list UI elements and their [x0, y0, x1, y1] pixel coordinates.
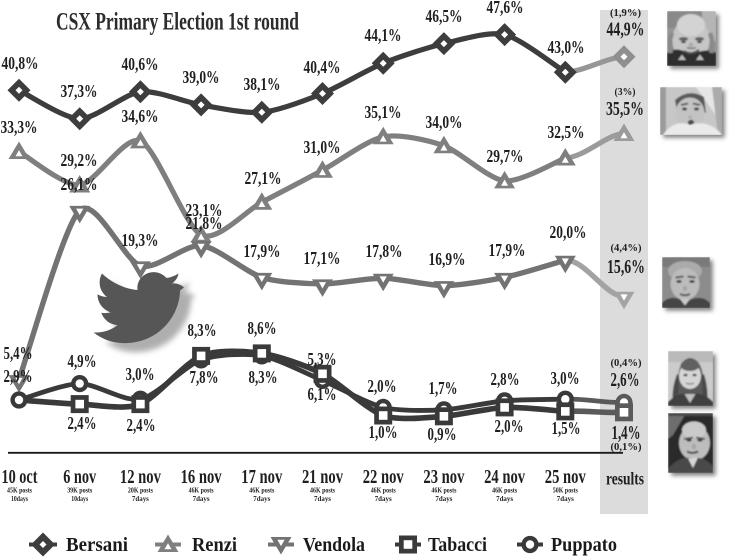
svg-text:7days: 7days — [435, 494, 452, 503]
svg-text:40,6%: 40,6% — [122, 54, 159, 74]
svg-text:17,8%: 17,8% — [366, 241, 403, 261]
svg-text:44,1%: 44,1% — [365, 25, 402, 45]
svg-text:7days: 7days — [193, 494, 210, 503]
svg-text:results: results — [606, 468, 644, 488]
svg-text:(0,4%): (0,4%) — [611, 357, 642, 369]
svg-text:12 nov: 12 nov — [120, 466, 161, 488]
svg-text:19,3%: 19,3% — [122, 230, 159, 250]
svg-text:17 nov: 17 nov — [241, 466, 282, 488]
svg-text:32,5%: 32,5% — [548, 122, 585, 142]
svg-text:Bersani: Bersani — [66, 534, 128, 556]
svg-text:7days: 7days — [132, 494, 149, 503]
svg-text:37,3%: 37,3% — [61, 81, 98, 101]
svg-text:34,6%: 34,6% — [122, 106, 159, 126]
svg-text:Puppato: Puppato — [551, 534, 617, 556]
svg-text:29,2%: 29,2% — [61, 150, 98, 170]
svg-text:1,7%: 1,7% — [429, 378, 458, 398]
svg-text:(4,4%): (4,4%) — [611, 242, 642, 254]
svg-text:7days: 7days — [253, 494, 270, 503]
svg-text:2,0%: 2,0% — [495, 416, 524, 436]
svg-text:21,8%: 21,8% — [186, 213, 223, 233]
svg-text:8,6%: 8,6% — [248, 318, 277, 338]
svg-text:CSX Primary Election 1st round: CSX Primary Election 1st round — [56, 9, 299, 36]
svg-text:46K posts: 46K posts — [249, 486, 274, 495]
svg-text:Tabacci: Tabacci — [428, 534, 487, 556]
svg-text:39,0%: 39,0% — [183, 67, 220, 87]
svg-text:31,0%: 31,0% — [304, 137, 341, 157]
svg-text:17,9%: 17,9% — [489, 240, 526, 260]
svg-text:44,9%: 44,9% — [607, 19, 645, 41]
svg-text:35,5%: 35,5% — [606, 98, 644, 120]
svg-text:5,4%: 5,4% — [4, 343, 33, 363]
svg-text:24 nov: 24 nov — [484, 466, 525, 488]
svg-text:2,6%: 2,6% — [611, 369, 640, 391]
svg-text:46K posts: 46K posts — [310, 486, 335, 495]
svg-text:7days: 7days — [375, 494, 392, 503]
svg-text:0,9%: 0,9% — [428, 424, 457, 444]
svg-text:35,1%: 35,1% — [365, 102, 402, 122]
svg-text:33,3%: 33,3% — [1, 117, 38, 137]
svg-text:34,0%: 34,0% — [426, 112, 463, 132]
svg-text:7days: 7days — [557, 494, 574, 503]
svg-text:5,3%: 5,3% — [308, 349, 337, 369]
svg-text:7,8%: 7,8% — [190, 367, 219, 387]
svg-text:3,0%: 3,0% — [126, 364, 155, 384]
svg-text:40,4%: 40,4% — [304, 57, 341, 77]
svg-text:(3%): (3%) — [615, 86, 636, 98]
svg-text:25 nov: 25 nov — [545, 466, 586, 488]
svg-text:10days: 10days — [71, 494, 88, 503]
svg-text:23 nov: 23 nov — [423, 466, 464, 488]
svg-text:6,1%: 6,1% — [308, 384, 337, 404]
svg-text:22 nov: 22 nov — [363, 466, 404, 488]
svg-text:2,8%: 2,8% — [491, 369, 520, 389]
svg-text:10 oct: 10 oct — [2, 466, 38, 488]
svg-text:29,7%: 29,7% — [487, 146, 524, 166]
svg-text:39K posts: 39K posts — [67, 486, 92, 495]
svg-text:50K posts: 50K posts — [553, 486, 578, 495]
svg-text:1,5%: 1,5% — [552, 418, 581, 438]
svg-text:(1,9%): (1,9%) — [610, 7, 641, 19]
svg-text:38,1%: 38,1% — [244, 74, 281, 94]
svg-text:45K posts: 45K posts — [7, 486, 32, 495]
svg-text:26,1%: 26,1% — [61, 174, 98, 194]
svg-text:3,0%: 3,0% — [551, 368, 580, 388]
svg-text:43,0%: 43,0% — [548, 37, 585, 57]
svg-text:Renzi: Renzi — [192, 534, 237, 556]
svg-text:17,9%: 17,9% — [244, 241, 281, 261]
svg-text:20,0%: 20,0% — [550, 222, 587, 242]
svg-text:8,3%: 8,3% — [188, 320, 217, 340]
svg-text:2,4%: 2,4% — [68, 413, 97, 433]
svg-text:17,1%: 17,1% — [304, 248, 341, 268]
svg-text:46K posts: 46K posts — [189, 486, 214, 495]
svg-text:8,3%: 8,3% — [249, 367, 278, 387]
svg-text:4,9%: 4,9% — [68, 351, 97, 371]
svg-text:7days: 7days — [496, 494, 513, 503]
svg-text:27,1%: 27,1% — [245, 168, 282, 188]
svg-text:Vendola: Vendola — [303, 534, 365, 556]
svg-text:16,9%: 16,9% — [429, 249, 466, 269]
svg-text:(0,1%): (0,1%) — [611, 441, 642, 453]
svg-text:1,4%: 1,4% — [612, 422, 641, 444]
svg-text:46K posts: 46K posts — [371, 486, 396, 495]
svg-text:46K posts: 46K posts — [492, 486, 517, 495]
svg-text:46K posts: 46K posts — [431, 486, 456, 495]
svg-text:15,6%: 15,6% — [607, 256, 645, 278]
svg-text:2,0%: 2,0% — [368, 376, 397, 396]
svg-text:1,0%: 1,0% — [369, 422, 398, 442]
svg-text:16 nov: 16 nov — [181, 466, 222, 488]
svg-text:47,6%: 47,6% — [487, 0, 524, 17]
svg-text:20K posts: 20K posts — [128, 486, 153, 495]
svg-text:23,1%: 23,1% — [186, 200, 223, 220]
svg-text:7days: 7days — [314, 494, 331, 503]
svg-text:2,9%: 2,9% — [4, 366, 33, 386]
svg-text:46,5%: 46,5% — [426, 6, 463, 26]
svg-text:21 nov: 21 nov — [302, 466, 343, 488]
svg-text:10days: 10days — [11, 494, 28, 503]
svg-text:40,8%: 40,8% — [2, 53, 39, 73]
svg-text:2,4%: 2,4% — [127, 415, 156, 435]
svg-text:6 nov: 6 nov — [63, 466, 96, 488]
